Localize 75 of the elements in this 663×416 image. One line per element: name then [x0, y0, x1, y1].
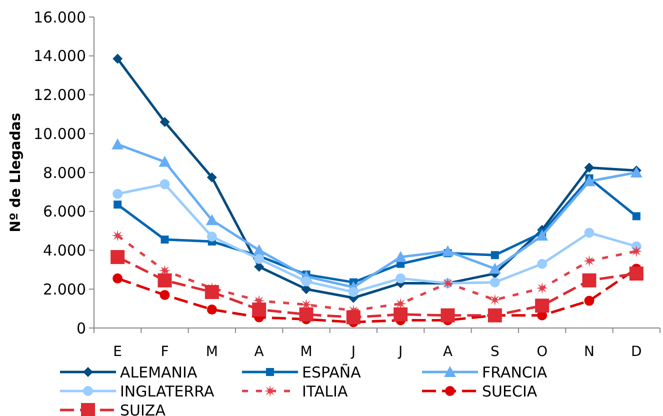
point — [112, 54, 123, 64]
point — [629, 266, 644, 281]
point — [536, 282, 548, 294]
point — [488, 294, 501, 306]
point — [299, 307, 314, 322]
point — [583, 254, 596, 267]
y-tick-label: 6.000 — [43, 202, 86, 221]
legend-label: SUECIA — [482, 382, 538, 400]
legend-label: SUIZA — [120, 401, 166, 416]
point — [158, 273, 172, 288]
point — [394, 307, 408, 322]
legend-label: INGLATERRA — [120, 382, 215, 400]
y-tick-label: 10.000 — [34, 124, 86, 143]
point — [112, 273, 123, 284]
x-tick-label: E — [113, 344, 122, 360]
point — [110, 250, 125, 264]
legend-label: FRANCIA — [482, 363, 548, 382]
point — [584, 162, 594, 173]
y-tick-label: 0 — [76, 319, 86, 338]
y-tick-label: 4.000 — [43, 242, 86, 260]
y-tick-label: 16.000 — [34, 8, 86, 26]
point — [584, 296, 594, 306]
x-tick-label: J — [398, 344, 403, 360]
x-tick-label: S — [490, 344, 500, 360]
x-tick-label: O — [536, 344, 548, 360]
point — [114, 200, 122, 209]
point — [440, 308, 455, 322]
point — [490, 251, 499, 260]
point — [442, 245, 454, 256]
y-tick-label: 14.000 — [34, 47, 86, 66]
x-tick-label: M — [206, 344, 218, 360]
point — [394, 251, 407, 262]
legend-label: ALEMANIA — [120, 363, 198, 382]
point — [584, 228, 594, 238]
point — [160, 290, 170, 300]
point — [160, 236, 169, 244]
point — [583, 175, 596, 186]
point — [160, 116, 170, 127]
y-tick-label: 8.000 — [43, 164, 86, 182]
point — [206, 172, 217, 182]
point — [252, 302, 266, 317]
x-tick-label: F — [160, 344, 169, 360]
point — [632, 212, 640, 220]
x-tick-label: M — [300, 344, 312, 360]
point — [204, 285, 219, 300]
point — [488, 262, 501, 274]
point — [396, 273, 406, 284]
point — [301, 276, 312, 286]
x-tick-label: A — [442, 344, 453, 360]
point — [490, 277, 500, 288]
y-tick-label: 2.000 — [43, 280, 86, 298]
point — [535, 298, 550, 313]
point — [206, 304, 217, 315]
point — [582, 273, 596, 288]
point — [254, 254, 264, 264]
point — [630, 245, 642, 258]
x-tick-label: D — [631, 344, 642, 360]
y-tick-label: 12.000 — [34, 86, 86, 104]
point — [158, 156, 171, 167]
x-tick-label: A — [254, 344, 264, 360]
point — [537, 258, 548, 269]
legend-label: ITALIA — [302, 382, 348, 400]
point — [112, 230, 124, 242]
x-tick-label: J — [350, 344, 356, 360]
point — [112, 138, 124, 150]
point — [206, 232, 217, 242]
x-tick-label: N — [584, 344, 594, 360]
legend-label: ESPAÑA — [302, 363, 362, 382]
y-axis-title: Nº de Llegadas — [8, 112, 24, 232]
point — [346, 310, 360, 324]
point — [112, 188, 123, 199]
point — [160, 179, 170, 190]
point — [536, 230, 548, 241]
point — [206, 214, 218, 226]
point — [348, 287, 358, 298]
